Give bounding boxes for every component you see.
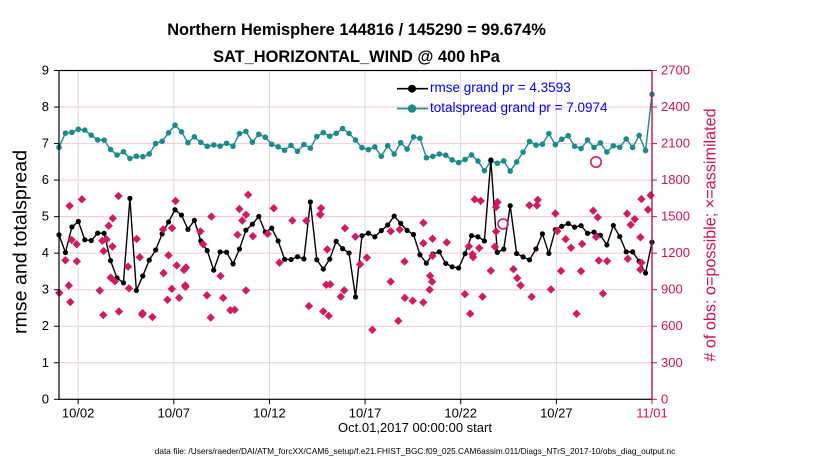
svg-text:7: 7	[42, 136, 49, 151]
svg-text:10/02: 10/02	[62, 405, 95, 420]
svg-text:10/27: 10/27	[540, 405, 573, 420]
svg-text:900: 900	[661, 282, 683, 297]
svg-text:4: 4	[42, 245, 49, 260]
svg-text:0: 0	[661, 391, 668, 406]
svg-text:0: 0	[42, 391, 49, 406]
svg-text:10/12: 10/12	[253, 405, 286, 420]
svg-text:1500: 1500	[661, 209, 690, 224]
svg-text:2400: 2400	[661, 99, 690, 114]
svg-text:9: 9	[42, 63, 49, 78]
svg-text:11/01: 11/01	[636, 405, 668, 420]
svg-text:6: 6	[42, 172, 49, 187]
svg-text:3: 3	[42, 282, 49, 297]
svg-text:5: 5	[42, 209, 49, 224]
svg-text:300: 300	[661, 355, 683, 370]
svg-text:1200: 1200	[661, 245, 690, 260]
svg-text:10/07: 10/07	[157, 405, 190, 420]
svg-text:2700: 2700	[661, 63, 690, 78]
svg-text:8: 8	[42, 99, 49, 114]
svg-text:1: 1	[42, 355, 49, 370]
svg-text:2100: 2100	[661, 136, 690, 151]
svg-text:2: 2	[42, 318, 49, 333]
svg-text:10/17: 10/17	[349, 405, 382, 420]
svg-text:10/22: 10/22	[444, 405, 477, 420]
svg-text:1800: 1800	[661, 172, 690, 187]
svg-text:600: 600	[661, 318, 683, 333]
